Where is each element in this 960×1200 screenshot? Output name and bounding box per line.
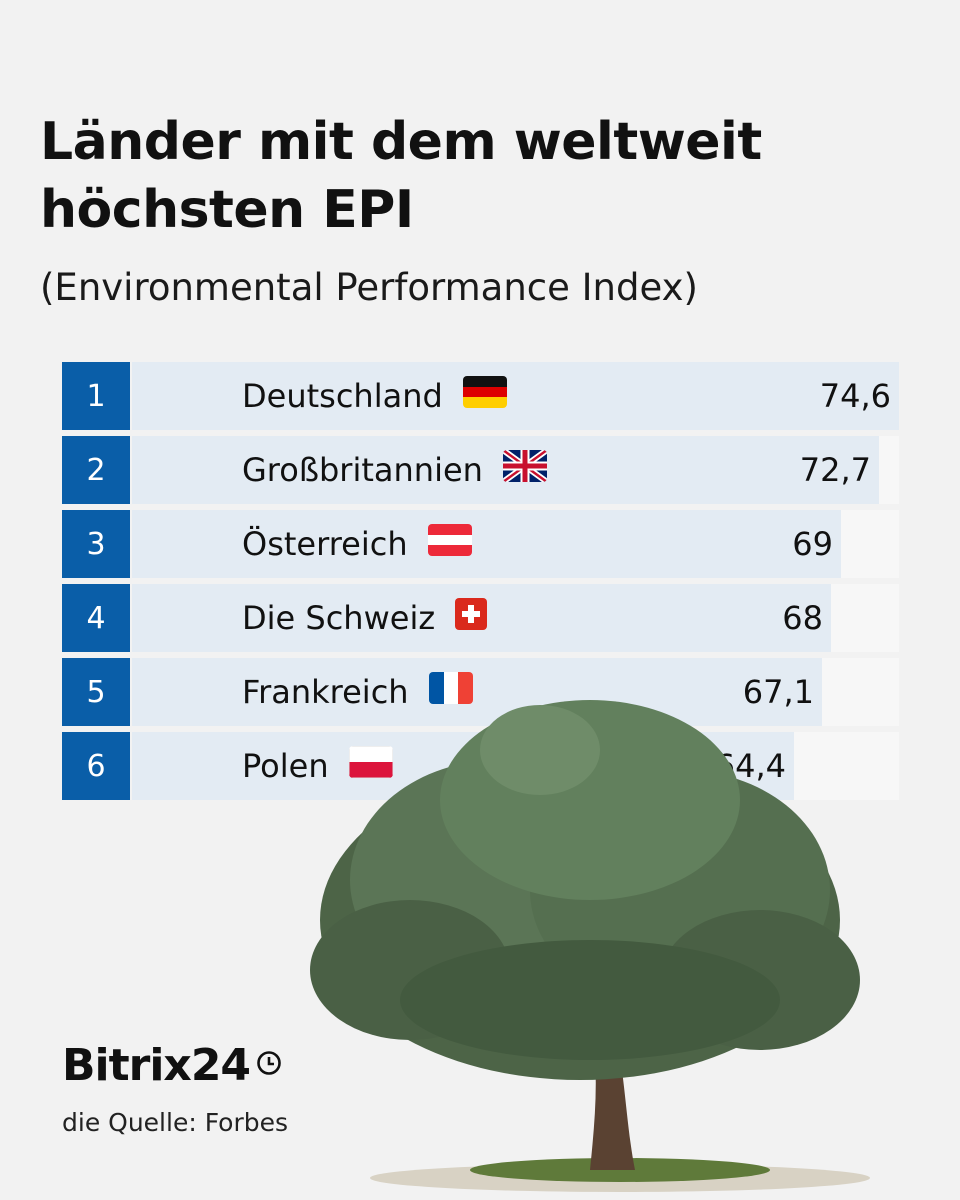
ranking-bar-chart: 1 Deutschland 74,6 2 Großbritannien 72,7 3 Öste… [62, 362, 899, 800]
country-name: Großbritannien [242, 451, 483, 489]
country-name: Österreich [242, 525, 408, 563]
bitrix24-logo: Bitrix24 [62, 1040, 282, 1091]
austria-flag-icon [427, 524, 472, 564]
rank-number: 2 [62, 436, 130, 504]
country-label: Deutschland [242, 362, 507, 430]
value-label: 67,1 [742, 673, 814, 711]
country-label: Österreich [242, 510, 472, 578]
germany-flag-icon [462, 376, 507, 416]
bar-track: Österreich 69 [132, 510, 899, 578]
rank-number: 4 [62, 584, 130, 652]
country-name: Deutschland [242, 377, 443, 415]
france-flag-icon [428, 672, 473, 712]
value-label: 72,7 [799, 451, 871, 489]
source-note: die Quelle: Forbes [62, 1108, 289, 1137]
country-name: Die Schweiz [242, 599, 436, 637]
rank-number: 6 [62, 732, 130, 800]
tree-illustration [310, 700, 870, 1192]
country-label: Großbritannien [242, 436, 547, 504]
bar-track: Großbritannien 72,7 [132, 436, 899, 504]
rank-number: 1 [62, 362, 130, 430]
bar-track: Deutschland 74,6 [132, 362, 899, 430]
title-line-1: Länder mit dem weltweit [40, 112, 762, 172]
chart-title: Länder mit dem weltweit höchsten EPI [40, 108, 920, 244]
bar [132, 658, 822, 726]
value-label: 69 [792, 525, 833, 563]
country-label: Polen [242, 732, 393, 800]
value-label: 74,6 [819, 377, 891, 415]
clock-icon [257, 1050, 281, 1075]
country-name: Polen [242, 747, 329, 785]
country-name: Frankreich [242, 673, 409, 711]
chart-subtitle: (Environmental Performance Index) [40, 266, 698, 309]
bar-row: 2 Großbritannien 72,7 [62, 436, 899, 504]
country-label: Die Schweiz [242, 584, 488, 652]
switzerland-flag-icon [455, 598, 488, 638]
poland-flag-icon [348, 746, 393, 786]
bar [132, 510, 841, 578]
rank-number: 3 [62, 510, 130, 578]
bar-row: 4 Die Schweiz 68 [62, 584, 899, 652]
bar [132, 362, 899, 430]
bar-row: 1 Deutschland 74,6 [62, 362, 899, 430]
rank-number: 5 [62, 658, 130, 726]
title-line-2: höchsten EPI [40, 180, 414, 240]
bar-track: Die Schweiz 68 [132, 584, 899, 652]
brand-name: Bitrix24 [62, 1040, 251, 1091]
bar-row: 3 Österreich 69 [62, 510, 899, 578]
uk-flag-icon [502, 450, 547, 490]
value-label: 68 [782, 599, 823, 637]
country-label: Frankreich [242, 658, 473, 726]
